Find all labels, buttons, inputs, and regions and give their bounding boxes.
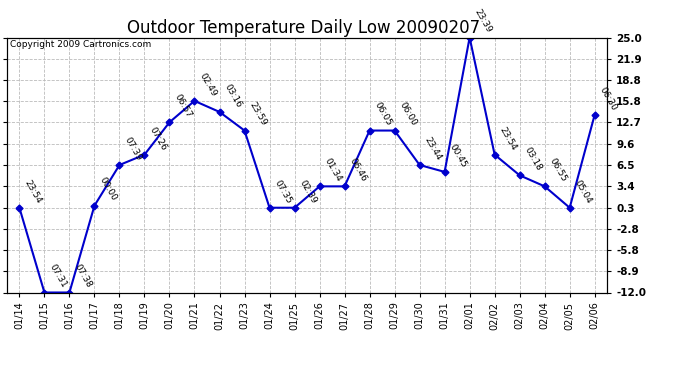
Text: Copyright 2009 Cartronics.com: Copyright 2009 Cartronics.com: [10, 40, 151, 49]
Text: 07:35: 07:35: [273, 178, 293, 205]
Text: 06:46: 06:46: [347, 157, 368, 184]
Text: 00:45: 00:45: [447, 142, 468, 169]
Text: 07:38: 07:38: [72, 263, 93, 290]
Text: 06:57: 06:57: [172, 93, 193, 120]
Text: 23:44: 23:44: [422, 136, 443, 162]
Text: 05:04: 05:04: [573, 178, 593, 205]
Text: 01:34: 01:34: [322, 157, 343, 184]
Text: 06:00: 06:00: [397, 101, 418, 128]
Text: 07:39: 07:39: [122, 135, 143, 162]
Text: 03:16: 03:16: [222, 82, 243, 109]
Text: 23:39: 23:39: [473, 8, 493, 35]
Text: 03:18: 03:18: [522, 146, 543, 172]
Text: 06:05: 06:05: [373, 101, 393, 128]
Text: 23:54: 23:54: [22, 178, 43, 205]
Text: 23:54: 23:54: [497, 125, 518, 152]
Text: 06:55: 06:55: [547, 157, 568, 184]
Text: Outdoor Temperature Daily Low 20090207: Outdoor Temperature Daily Low 20090207: [127, 19, 480, 37]
Text: 00:00: 00:00: [97, 176, 118, 203]
Text: 02:49: 02:49: [197, 71, 218, 98]
Text: 07:26: 07:26: [147, 125, 168, 152]
Text: 06:30: 06:30: [598, 85, 618, 112]
Text: 07:31: 07:31: [47, 263, 68, 290]
Text: 23:59: 23:59: [247, 101, 268, 128]
Text: 02:39: 02:39: [297, 178, 318, 205]
